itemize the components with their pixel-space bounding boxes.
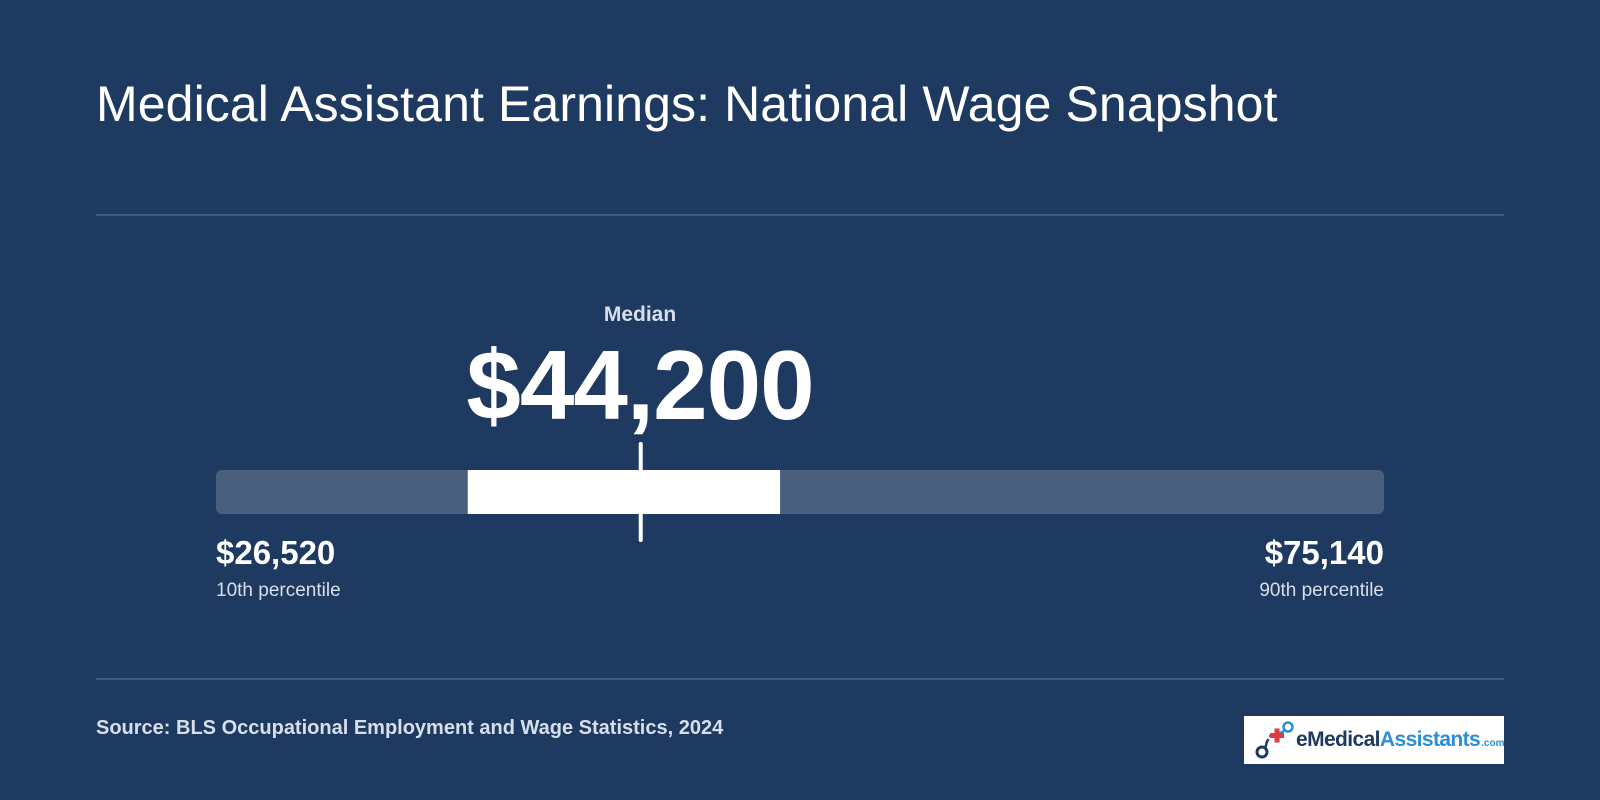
top-divider: [96, 214, 1504, 216]
logo-wordmark: eMedical Assistants .com: [1296, 728, 1504, 752]
low-percentile-label: 10th percentile: [216, 580, 341, 601]
brand-logo[interactable]: eMedical Assistants .com: [1244, 716, 1504, 764]
median-value: $44,200: [466, 330, 814, 440]
logo-text-part3: .com: [1481, 738, 1505, 749]
chart-title: Medical Assistant Earnings: National Wag…: [96, 76, 1278, 132]
bottom-divider: [96, 678, 1504, 680]
range-track: [216, 470, 1384, 514]
logo-text-part2: Assistants: [1379, 728, 1481, 751]
high-percentile-label: 90th percentile: [1259, 580, 1384, 601]
high-percentile-value: $75,140: [1264, 534, 1384, 571]
logo-text-part1: eMedical: [1296, 728, 1381, 751]
median-label: Median: [603, 303, 677, 326]
source-note: Source: BLS Occupational Employment and …: [96, 717, 724, 739]
low-percentile-value: $26,520: [216, 534, 336, 571]
interquartile-box: [467, 470, 781, 514]
medical-cross-logo-icon: [1255, 721, 1294, 759]
